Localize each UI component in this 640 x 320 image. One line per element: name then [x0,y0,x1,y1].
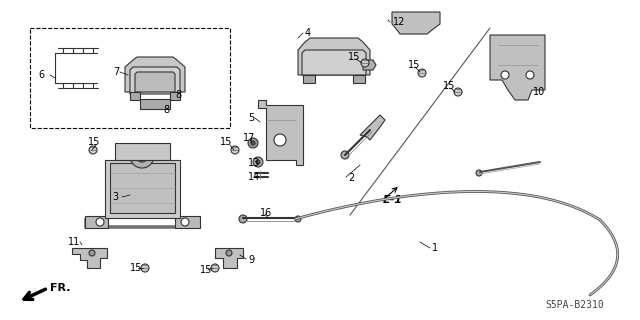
Text: 15: 15 [220,137,232,147]
Polygon shape [392,12,440,34]
Text: 9: 9 [248,255,254,265]
Polygon shape [175,216,200,228]
Polygon shape [363,60,376,70]
Text: 4: 4 [305,28,311,38]
Text: 15: 15 [130,263,142,273]
Text: 5: 5 [248,113,254,123]
Circle shape [96,218,104,226]
Text: 7: 7 [113,67,119,77]
Text: 15: 15 [443,81,456,91]
Text: S5PA-B2310: S5PA-B2310 [546,300,604,310]
Text: 3: 3 [112,192,118,202]
Circle shape [231,146,239,154]
Circle shape [253,157,263,167]
Bar [170,92,180,100]
Bar [130,92,140,100]
Polygon shape [110,163,175,213]
Circle shape [295,216,301,222]
Bar [30,28,230,128]
Polygon shape [115,143,170,160]
Text: 8: 8 [175,90,181,100]
Circle shape [367,126,375,134]
Circle shape [211,264,219,272]
Circle shape [226,250,232,256]
Text: 15: 15 [88,137,100,147]
Circle shape [239,215,247,223]
Circle shape [476,170,482,176]
Circle shape [136,150,148,162]
Text: 1: 1 [432,243,438,253]
Text: 13: 13 [248,158,260,168]
Text: FR.: FR. [50,283,70,293]
Polygon shape [135,72,175,92]
Text: 2: 2 [348,173,355,183]
Circle shape [89,250,95,256]
Text: 12: 12 [393,17,405,27]
Circle shape [341,151,349,159]
Circle shape [248,138,258,148]
Polygon shape [215,248,243,268]
Bar [140,99,170,109]
Text: 10: 10 [533,87,545,97]
Text: 14: 14 [248,172,260,182]
Polygon shape [85,218,200,228]
Circle shape [361,59,369,67]
Circle shape [274,134,286,146]
Text: 15: 15 [200,265,212,275]
Circle shape [89,146,97,154]
Polygon shape [302,50,366,75]
Polygon shape [85,216,108,228]
Circle shape [526,71,534,79]
Circle shape [181,218,189,226]
Text: 15: 15 [348,52,360,62]
Circle shape [141,264,149,272]
Polygon shape [490,35,545,100]
Text: E-1: E-1 [383,195,403,205]
Polygon shape [360,115,385,140]
Circle shape [418,69,426,77]
Text: 11: 11 [68,237,80,247]
Text: 8: 8 [163,105,169,115]
Polygon shape [72,248,107,268]
Circle shape [256,160,260,164]
Polygon shape [125,57,185,92]
Polygon shape [258,100,303,165]
Text: 6: 6 [38,70,44,80]
Text: 15: 15 [408,60,420,70]
Circle shape [501,71,509,79]
Circle shape [251,141,255,145]
Text: 17: 17 [243,133,255,143]
Bar [353,75,365,83]
Polygon shape [130,67,180,94]
Polygon shape [105,160,180,218]
Circle shape [454,88,462,96]
Text: 16: 16 [260,208,272,218]
Circle shape [130,144,154,168]
Polygon shape [298,38,370,75]
Bar [303,75,315,83]
